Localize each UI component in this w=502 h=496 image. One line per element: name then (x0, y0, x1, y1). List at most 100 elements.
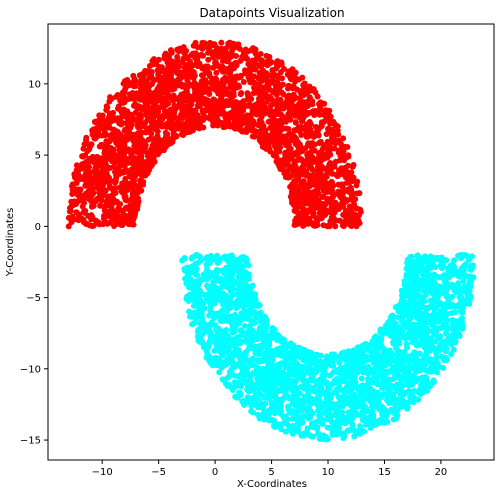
data-point (327, 120, 334, 127)
data-point (223, 49, 230, 56)
data-point (348, 222, 355, 229)
data-point (360, 348, 367, 355)
data-point (130, 154, 137, 161)
data-point (259, 93, 266, 100)
data-point (303, 123, 310, 130)
data-point (101, 123, 108, 130)
data-point (154, 89, 161, 96)
data-point (144, 153, 151, 160)
data-point (231, 262, 238, 269)
data-point (257, 74, 264, 81)
data-point (438, 257, 445, 264)
data-point (267, 79, 274, 86)
data-point (184, 55, 191, 62)
data-point (122, 166, 129, 173)
data-point (90, 190, 97, 197)
data-point (209, 272, 216, 279)
data-point (326, 107, 333, 114)
data-point (333, 390, 340, 397)
data-point (307, 126, 314, 133)
data-point (137, 112, 144, 119)
data-point (281, 118, 288, 125)
data-point (202, 322, 209, 329)
data-point (129, 196, 136, 203)
data-point (249, 108, 256, 115)
data-point (327, 218, 334, 225)
data-point (199, 331, 206, 338)
data-point (249, 402, 256, 409)
data-point (157, 137, 164, 144)
data-point (86, 155, 93, 162)
data-point (192, 271, 199, 278)
data-point (327, 113, 334, 120)
data-point (315, 160, 322, 167)
data-point (141, 78, 148, 85)
data-point (396, 340, 403, 347)
data-point (196, 325, 203, 332)
data-point (272, 127, 279, 134)
data-point (224, 304, 231, 311)
data-point (456, 331, 463, 338)
data-point (180, 104, 187, 111)
data-point (251, 73, 258, 80)
data-point (316, 435, 323, 442)
data-point (114, 169, 121, 176)
data-point (304, 98, 311, 105)
data-point (315, 407, 322, 414)
data-point (203, 276, 210, 283)
data-point (298, 110, 305, 117)
data-point (412, 324, 419, 331)
data-point (348, 169, 355, 176)
data-point (354, 190, 361, 197)
data-point (140, 181, 147, 188)
data-point (130, 221, 137, 228)
data-point (249, 409, 256, 416)
data-point (240, 373, 247, 379)
data-point (304, 365, 311, 372)
data-point (320, 209, 327, 216)
data-point (73, 162, 80, 169)
data-point (137, 134, 144, 141)
data-point (336, 217, 343, 224)
data-point (336, 354, 343, 361)
data-point (310, 108, 317, 115)
data-point (323, 353, 330, 360)
data-point (273, 145, 280, 152)
data-point (203, 295, 210, 302)
data-point (161, 108, 168, 115)
data-point (272, 99, 279, 106)
data-point (100, 203, 107, 210)
data-point (130, 115, 137, 122)
data-point (244, 399, 251, 406)
data-point (385, 378, 392, 385)
data-point (88, 216, 95, 223)
data-point (379, 380, 386, 387)
data-point (293, 127, 300, 134)
data-point (189, 97, 196, 104)
data-point (398, 392, 404, 399)
data-point (344, 143, 351, 150)
data-point (189, 254, 196, 261)
data-point (304, 141, 311, 148)
data-point (256, 129, 263, 136)
data-point (150, 99, 157, 106)
data-point (129, 217, 136, 224)
data-point (142, 129, 149, 136)
data-point (295, 76, 302, 83)
data-point (412, 289, 419, 296)
data-point (167, 113, 174, 120)
data-point (170, 92, 177, 99)
data-point (320, 222, 327, 229)
data-point (103, 169, 110, 176)
data-point (190, 295, 197, 302)
data-point (312, 89, 319, 96)
data-point (199, 291, 206, 298)
data-point (186, 308, 193, 315)
data-point (240, 309, 247, 316)
data-point (323, 166, 330, 173)
data-point (257, 57, 264, 64)
data-point (195, 287, 202, 294)
data-point (224, 300, 231, 307)
data-point (283, 101, 290, 108)
data-point (358, 413, 365, 420)
